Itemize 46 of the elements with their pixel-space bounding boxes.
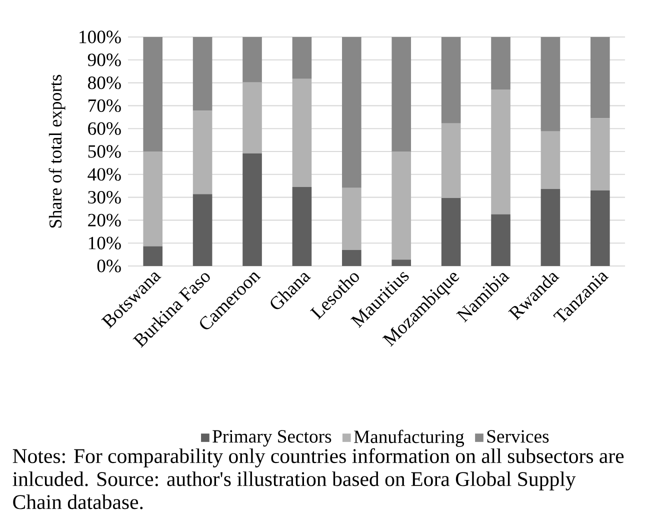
bar [540,131,560,190]
y-tick-label: 60% [88,122,121,135]
bar [143,246,163,266]
bar [192,194,212,266]
bar [590,36,610,118]
bar [143,151,163,246]
legend-label: Primary Sectors [212,430,332,447]
text: Notes: For comparability only countries information on all subsectors are inlcuded. Source: author's illustration based on Eora Global Supply Chain database. [12,448,624,510]
y-tick-label: 100% [80,30,121,44]
y-tick-label: 20% [88,214,121,227]
y-tick-label: 70% [88,99,121,112]
bar [491,89,510,214]
y-tick-label: 0% [97,260,121,272]
bar [441,36,461,124]
y-tick-label: 30% [88,190,121,204]
legend-label: Services [487,430,549,443]
y-axis-title: Share of total exports [48,74,66,228]
bar [242,36,262,82]
bar [292,36,312,79]
bar [143,36,163,152]
bar [491,214,510,266]
bar [342,36,362,188]
bar [392,36,412,152]
bar [292,186,312,266]
bar [342,188,362,250]
bar [392,260,412,266]
bar [242,82,262,154]
bar [392,152,412,260]
legend-label: Manufacturing [354,430,464,447]
bar [540,189,560,266]
bar [441,198,461,266]
y-tick-label: 50% [88,145,121,158]
bar [441,123,461,198]
y-tick-label: 90% [88,54,121,66]
bar [192,36,212,111]
bar [342,250,362,266]
y-tick-label: 10% [88,236,121,250]
bar [491,36,510,90]
bar [192,110,212,194]
bar [242,153,262,266]
y-tick-label: 40% [88,168,121,181]
bar [540,36,560,132]
y-tick-label: 80% [88,76,121,90]
bar [590,190,610,266]
bar [590,118,610,190]
bar [292,78,312,187]
